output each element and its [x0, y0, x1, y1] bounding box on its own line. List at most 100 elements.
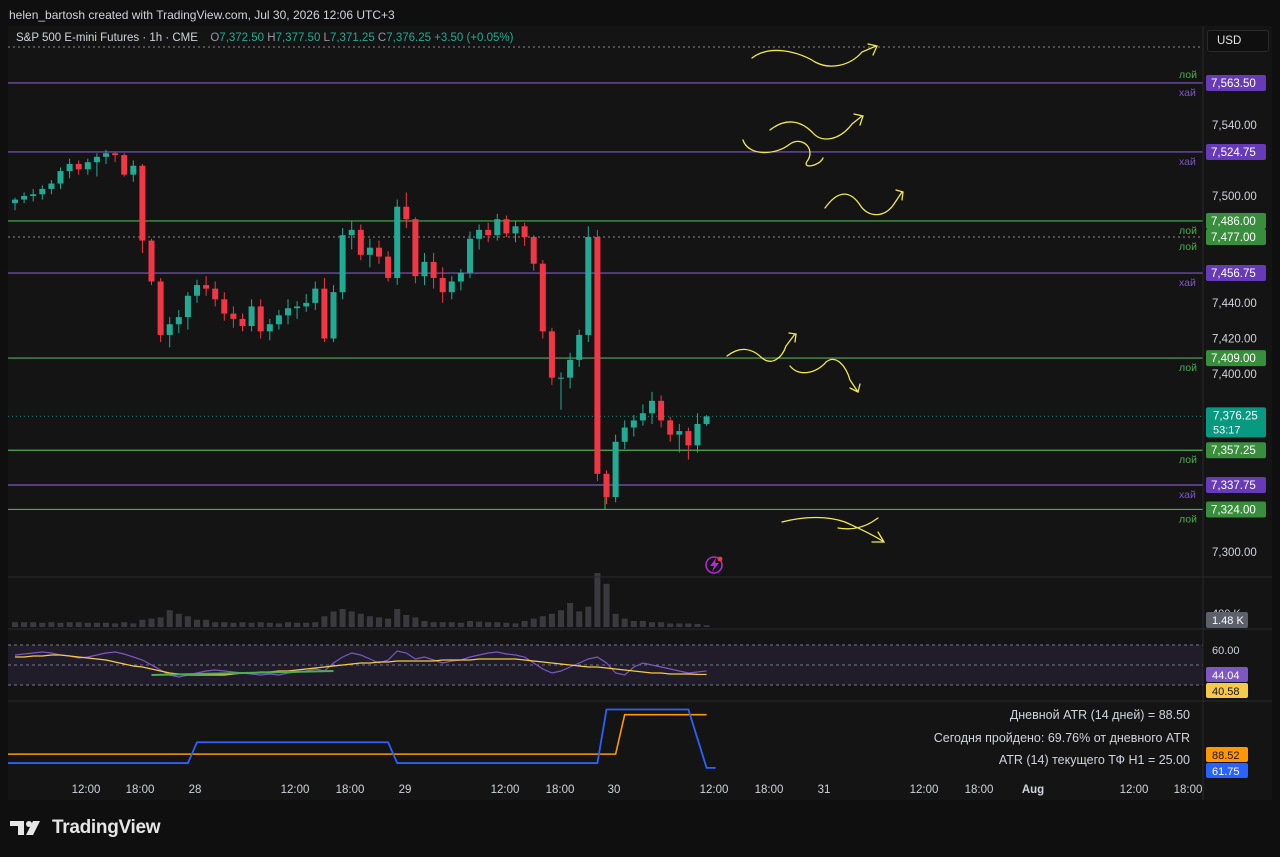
rsi-ma-line: [15, 654, 707, 676]
time-tick: 28: [189, 784, 202, 796]
time-tick: 18:00: [336, 784, 365, 796]
volume-bar: [212, 622, 219, 627]
candle-body: [130, 165, 137, 175]
last-price-value: 7,376.25: [1213, 410, 1258, 422]
price-badge-bg: [1206, 212, 1266, 229]
hand-drawn-arrow: [769, 113, 864, 140]
rsi-line: [14, 650, 707, 678]
volume-bar: [21, 622, 28, 627]
volume-bar: [385, 618, 392, 627]
volume-bar: [312, 622, 319, 627]
volume-bar: [457, 622, 464, 627]
volume-bar: [139, 619, 146, 627]
volume-bar: [530, 618, 537, 627]
candle-body: [603, 473, 610, 497]
price-badge: 7,563.50: [1206, 74, 1266, 91]
candle-body: [649, 400, 655, 414]
tradingview-logo[interactable]: TradingView: [10, 817, 161, 839]
price-badge-label: 7,337.75: [1211, 480, 1256, 492]
lightning-icon[interactable]: [705, 556, 723, 574]
price-tick: 7,420.00: [1212, 333, 1257, 345]
tradingview-brand: TradingView: [52, 817, 161, 838]
candle-body: [12, 199, 18, 204]
price-badge: 7,324.00: [1206, 501, 1266, 518]
volume-bar: [203, 619, 210, 627]
chart-credit: helen_bartosh created with TradingView.c…: [9, 8, 395, 22]
candle-body: [112, 153, 119, 156]
symbol-legend: S&P 500 E-mini Futures · 1h · CME O7,372…: [16, 32, 513, 44]
hand-drawn-arrow: [726, 332, 797, 362]
bottom-bar: [0, 800, 1280, 857]
open-value: 7,372.50: [219, 32, 265, 44]
candle-body: [457, 272, 464, 282]
volume-bar: [294, 622, 301, 627]
candle-body: [357, 229, 364, 255]
volume-bar: [121, 622, 128, 627]
time-tick: 18:00: [965, 784, 994, 796]
candle-body: [658, 400, 665, 421]
atr-daily-line: [8, 713, 707, 755]
price-badge-label: 7,357.25: [1211, 445, 1256, 457]
candle-body: [166, 324, 173, 335]
atr-info-text: Дневной ATR (14 дней) = 88.50 Сегодня пр…: [934, 704, 1190, 772]
atr-daily-badge-label: 88.52: [1212, 750, 1240, 762]
volume-bar: [394, 609, 401, 627]
currency-button[interactable]: USD: [1207, 30, 1269, 52]
candle-body: [412, 219, 419, 277]
change-value: +3.50 (+0.05%): [434, 32, 514, 44]
volume-bar: [376, 617, 382, 627]
volume-bar: [694, 624, 701, 627]
candle-body: [121, 155, 128, 175]
chart-frame[interactable]: [8, 26, 1272, 800]
candle-body: [257, 306, 264, 332]
candle-body: [430, 261, 437, 278]
volume-bar: [703, 625, 710, 627]
candle-body: [212, 288, 219, 300]
level-label: лой: [1179, 225, 1197, 237]
price-tick: 7,400.00: [1212, 369, 1257, 381]
level-label: лой: [1179, 69, 1197, 81]
volume-badge-bg: [1206, 612, 1248, 628]
atr-pane: [8, 708, 716, 769]
candle-body: [385, 256, 392, 278]
price-badge: 7,456.75: [1206, 265, 1266, 282]
volume-bar: [275, 623, 282, 627]
candle-body: [439, 277, 446, 293]
candle-body: [175, 317, 182, 325]
atr-tf-line: ATR (14) текущего ТФ H1 = 25.00: [998, 753, 1190, 767]
price-badge-bg: [1206, 501, 1266, 518]
candle-body: [194, 285, 200, 296]
volume-bar: [630, 621, 637, 627]
volume-bar: [667, 623, 674, 627]
candle-body: [30, 194, 37, 197]
price-badge: 7,357.25: [1206, 442, 1266, 459]
candle-body: [612, 441, 619, 497]
candle-body: [548, 331, 555, 378]
hand-drawn-arrow: [824, 189, 904, 216]
level-label: хай: [1179, 489, 1196, 501]
level-label: лой: [1179, 241, 1197, 253]
candle-body: [703, 416, 710, 424]
close-value: 7,376.25: [386, 32, 431, 44]
candle-body: [339, 235, 346, 293]
volume-bar: [148, 618, 155, 627]
price-tick: 7,500.00: [1212, 191, 1257, 203]
last-price-badge-bg: [1206, 407, 1266, 438]
top-bar: helen_bartosh created with TradingView.c…: [0, 0, 1280, 26]
symbol-name[interactable]: S&P 500 E-mini Futures · 1h · CME: [16, 32, 198, 44]
volume-bar: [521, 621, 528, 627]
rsi-pane: [8, 644, 1203, 686]
volume-bar: [576, 611, 583, 627]
candle-body: [521, 226, 528, 237]
candle-body: [39, 188, 46, 195]
volume-bar: [494, 622, 501, 627]
rsi-divergence-line: [151, 670, 334, 676]
candle-body: [630, 420, 637, 428]
last-price-badge: 7,376.25 53:17: [1206, 407, 1266, 438]
candle-body: [139, 165, 146, 241]
candle-body: [330, 292, 337, 339]
volume-bar: [266, 622, 273, 627]
candle-body: [285, 308, 291, 316]
candle-body: [148, 240, 155, 282]
